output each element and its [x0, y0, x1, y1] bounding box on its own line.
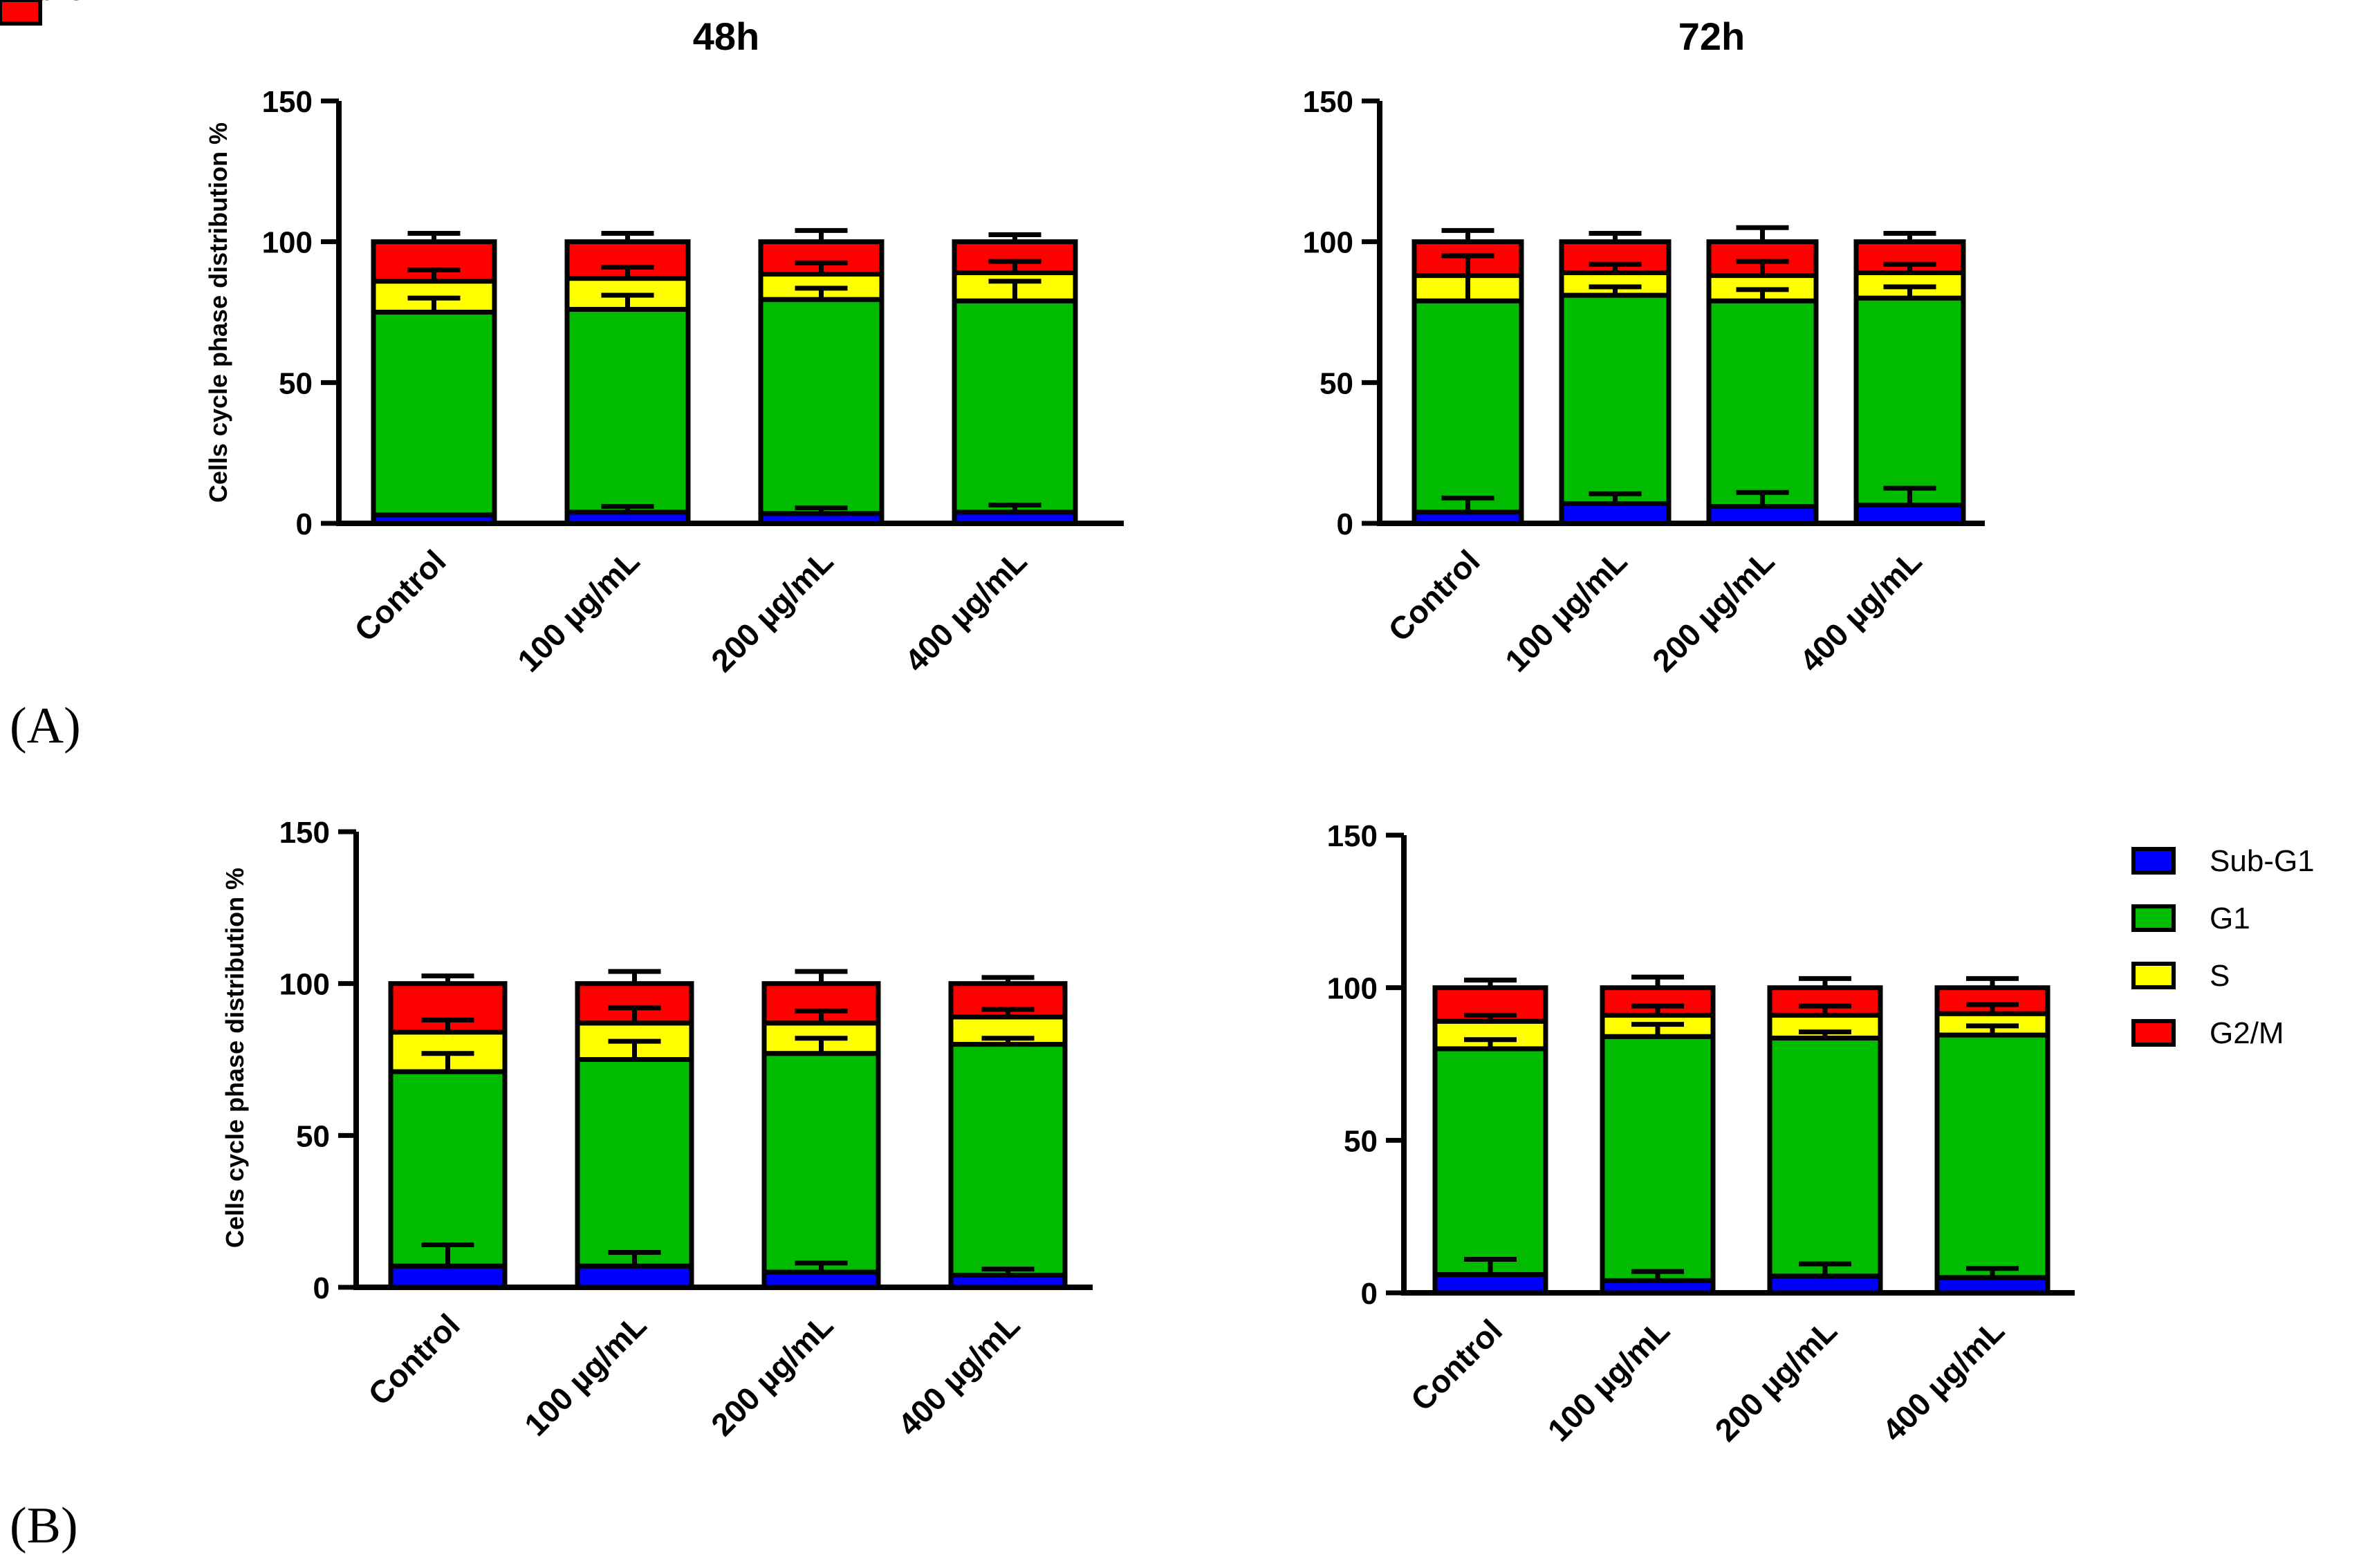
chart-a-48h-y-tick-label: 0: [296, 507, 313, 541]
chart-b-72h-legend-swatch-g1: [2131, 904, 2176, 932]
chart-b-72h-x-tick-label: 200 µg/mL: [1708, 1312, 1844, 1448]
chart-b-72h-y-tick-label: 150: [1327, 819, 1378, 853]
chart-a-72h-x-tick-label: Control: [1381, 543, 1486, 648]
chart-a-72h-y-tick-label: 150: [1303, 85, 1353, 119]
chart-b-72h-legend-label-g2-m: G2/M: [2210, 1016, 2284, 1050]
chart-b-72h-y-tick-label: 50: [1344, 1124, 1378, 1158]
chart-a-72h-legend-label-sub-g1: Sub-G1: [0, 0, 105, 7]
chart-a-48h-x-tick-label: Control: [347, 543, 452, 648]
chart-b-72h-bar-g1-control: [1432, 1046, 1548, 1278]
chart-a-72h-bar-g1-200-ug-ml: [1706, 298, 1819, 510]
chart-b-48h-x-tick-label: 200 µg/mL: [704, 1307, 840, 1443]
chart-b-48h-x-tick-label: 100 µg/mL: [517, 1307, 654, 1443]
chart-a-72h-x-tick-label: 100 µg/mL: [1498, 543, 1634, 679]
chart-b-48h-y-label: Cells cycle phase distribution %: [221, 868, 249, 1248]
chart-a-72h-y-tick-label: 50: [1320, 366, 1353, 400]
chart-a-48h-x-tick-label: 400 µg/mL: [898, 543, 1034, 679]
chart-b-48h-x-tick-label: Control: [361, 1307, 466, 1412]
chart-b-72h-bar-sub-g1-control: [1432, 1272, 1548, 1296]
chart-a-72h-title: 72h: [1678, 15, 1746, 58]
chart-b-48h-bar-g1-200-ug-ml: [761, 1051, 881, 1275]
chart-a-48h-y-label: Cells cycle phase distribution %: [204, 122, 232, 503]
chart-a-72h-bar-g1-100-ug-ml: [1559, 292, 1672, 506]
chart-b-48h-bar-g1-control: [388, 1069, 508, 1269]
chart-a-72h-legend-swatch-g2-m: [0, 0, 42, 26]
chart-a-72h-bar-g2-m-200-ug-ml: [1706, 239, 1819, 279]
chart-a-48h-bar-g1-control: [371, 310, 497, 518]
chart-a-48h-bar-g1-400-ug-ml: [952, 298, 1078, 515]
chart-a-48h-title: 48h: [693, 15, 760, 58]
chart-b-72h-legend-label-sub-g1: Sub-G1: [2210, 844, 2315, 878]
chart-b-48h-y-tick-label: 150: [279, 816, 330, 850]
chart-a-48h-x-tick-label: 200 µg/mL: [704, 543, 840, 679]
chart-a-72h-bar-sub-g1-100-ug-ml: [1559, 501, 1672, 526]
chart-b-72h-legend-label-s: S: [2210, 959, 2230, 993]
chart-b-72h-bar-g1-200-ug-ml: [1767, 1035, 1883, 1279]
chart-a-48h-y-tick-label: 50: [279, 366, 313, 400]
chart-a-48h-bar-g1-100-ug-ml: [564, 306, 691, 515]
chart-b-72h-legend-swatch-sub-g1: [2131, 847, 2176, 875]
chart-b-48h-bar-g1-400-ug-ml: [948, 1042, 1068, 1278]
chart-b-48h-bar-g1-100-ug-ml: [575, 1057, 694, 1269]
chart-a-72h-x-tick-label: 400 µg/mL: [1793, 543, 1929, 679]
chart-a-48h-y-tick-label: 150: [262, 85, 313, 119]
chart-a-72h-y-tick-label: 0: [1337, 507, 1353, 541]
chart-b-72h-y-tick-label: 0: [1361, 1277, 1378, 1311]
chart-b-48h-y-tick-label: 100: [279, 968, 330, 1002]
chart-a-48h-y-tick-label: 100: [262, 226, 313, 260]
chart-b-48h-bar-sub-g1-100-ug-ml: [575, 1263, 694, 1290]
chart-a-72h-bar-sub-g1-400-ug-ml: [1853, 503, 1966, 526]
chart-b-72h-x-tick-label: Control: [1404, 1312, 1509, 1417]
chart-a-72h-x-tick-label: 200 µg/mL: [1645, 543, 1781, 679]
chart-b-48h-y-tick-label: 0: [313, 1271, 330, 1305]
chart-b-72h-legend-swatch-s: [2131, 962, 2176, 989]
panel-label-a: (A): [10, 698, 81, 754]
chart-b-72h-y-tick-label: 100: [1327, 972, 1378, 1006]
chart-b-48h-x-tick-label: 400 µg/mL: [891, 1307, 1027, 1443]
chart-b-72h-bar-g1-400-ug-ml: [1934, 1032, 2051, 1280]
chart-a-48h-bar-g1-200-ug-ml: [758, 297, 885, 516]
chart-a-72h-y-tick-label: 100: [1303, 226, 1353, 260]
chart-b-72h-bar-sub-g1-200-ug-ml: [1767, 1273, 1883, 1296]
chart-b-72h-legend-label-g1: G1: [2210, 902, 2250, 935]
chart-b-72h-legend-swatch-g2-m: [2131, 1019, 2176, 1047]
chart-b-72h-x-tick-label: 400 µg/mL: [1876, 1312, 2012, 1448]
panel-label-b: (B): [10, 1497, 78, 1554]
chart-b-48h-bar-sub-g1-control: [388, 1263, 508, 1290]
chart-a-72h-bar-sub-g1-200-ug-ml: [1706, 504, 1819, 526]
chart-a-48h-x-tick-label: 100 µg/mL: [510, 543, 647, 679]
chart-b-48h-y-tick-label: 50: [296, 1119, 330, 1153]
chart-b-72h-x-tick-label: 100 µg/mL: [1541, 1312, 1677, 1448]
chart-a-72h-legend-label-g2-m: G2/M: [0, 0, 75, 7]
chart-a-72h-bar-g1-400-ug-ml: [1853, 295, 1966, 508]
chart-b-72h-bar-g1-100-ug-ml: [1600, 1034, 1716, 1283]
chart-a-72h-bar-g1-control: [1411, 298, 1524, 515]
